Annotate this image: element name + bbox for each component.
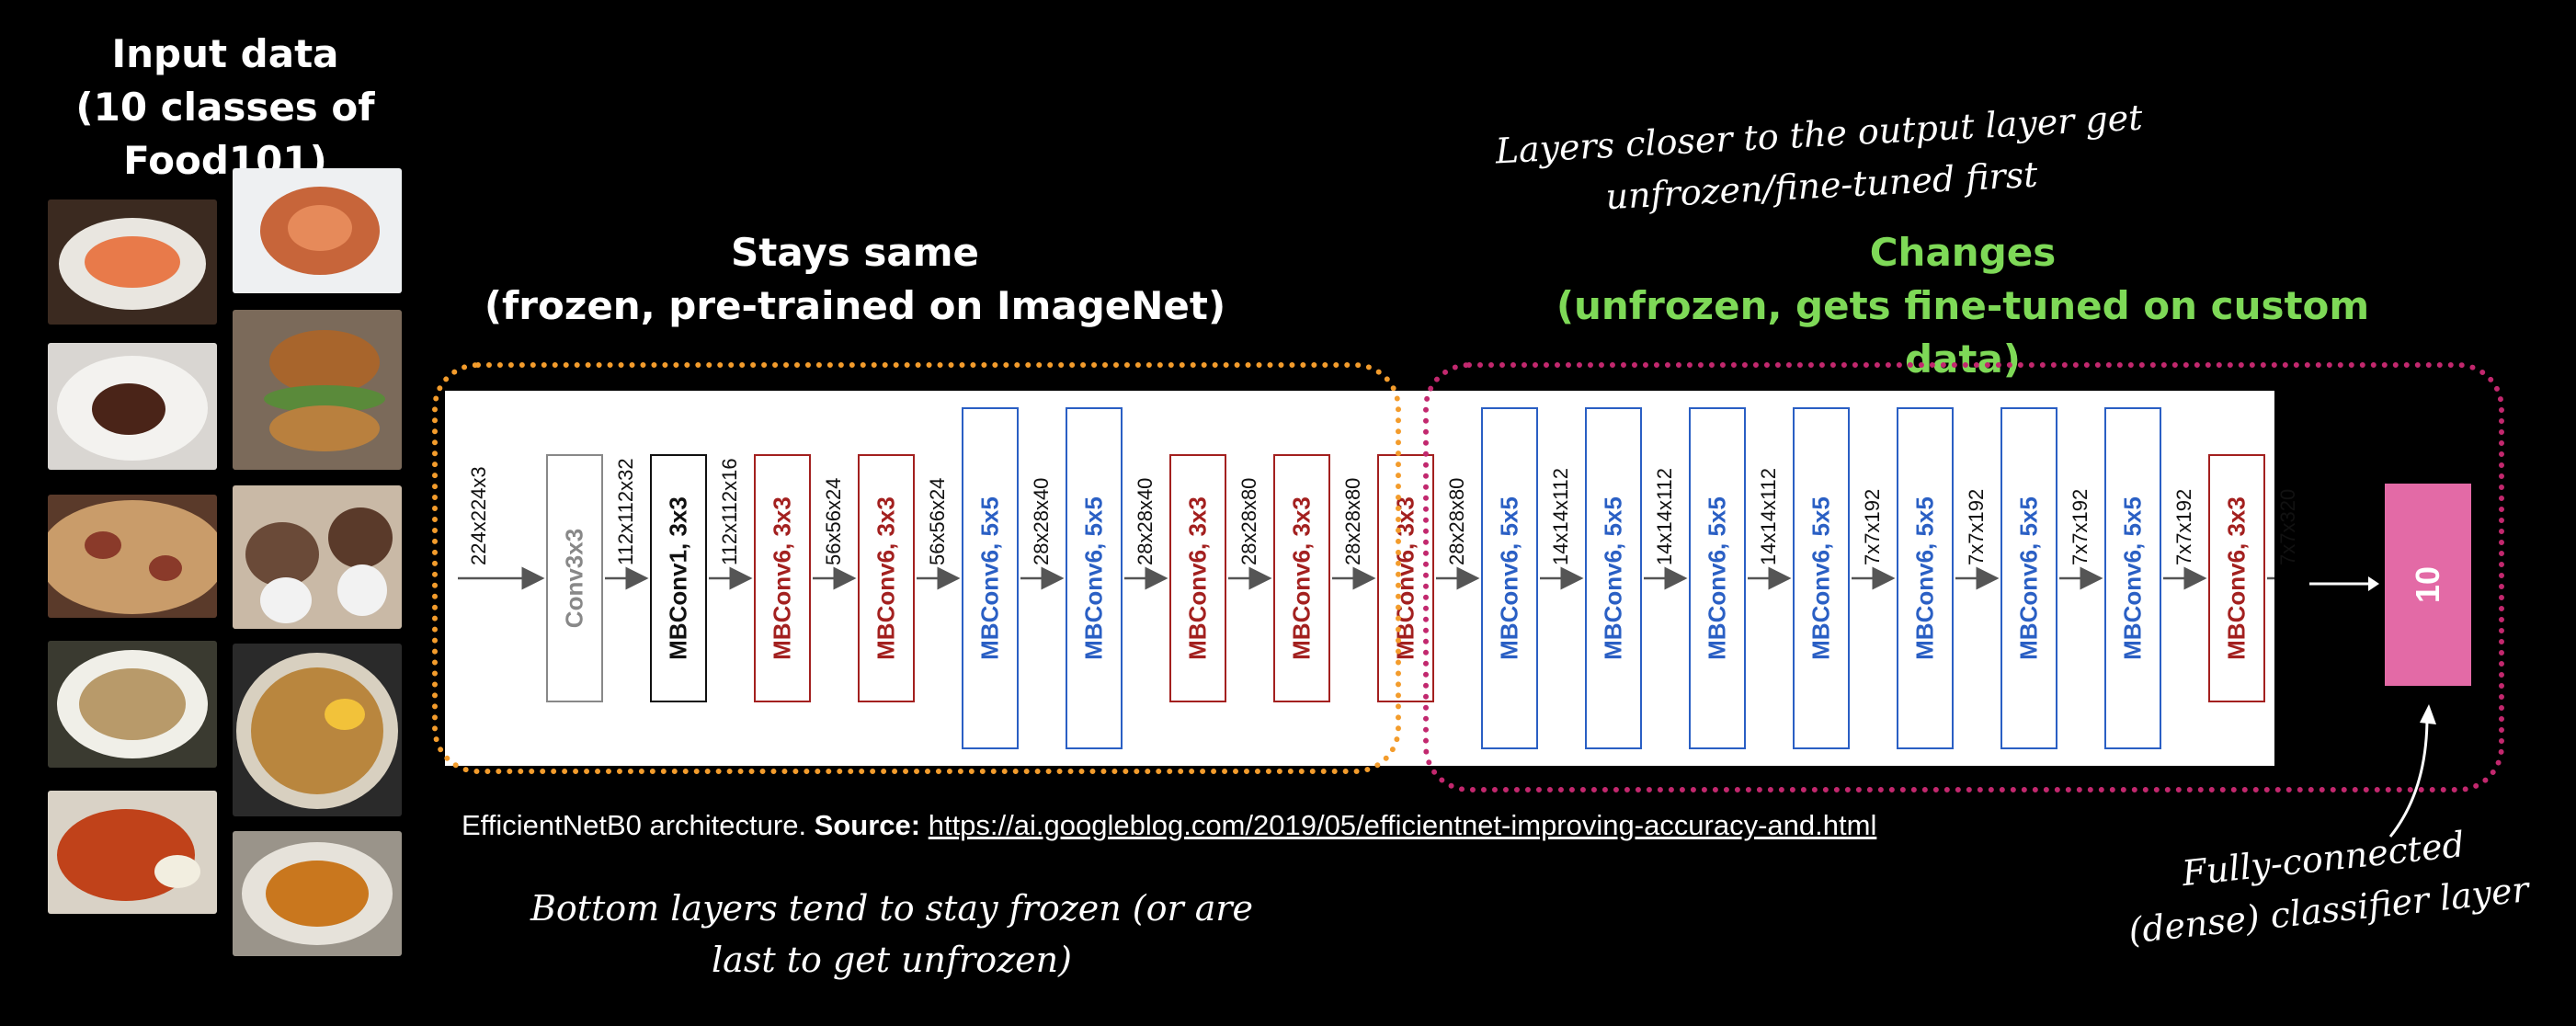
changes-section-title: Changes (unfrozen, gets fine-tuned on cu… (1499, 226, 2427, 386)
architecture-source: EfficientNetB0 architecture. Source: htt… (462, 809, 1876, 842)
network-block: MBConv6, 3x3 (2208, 454, 2265, 702)
network-block: MBConv6, 3x3 (1169, 454, 1226, 702)
network-block: MBConv6, 5x5 (1066, 407, 1123, 749)
network-block: MBConv6, 3x3 (754, 454, 811, 702)
classifier-output-units: 10 (2409, 565, 2446, 604)
classifier-layer: 10 (2385, 484, 2471, 686)
source-label: Source: (814, 809, 921, 841)
network-block: MBConv6, 5x5 (1689, 407, 1746, 749)
food-image-fried-rice (48, 641, 217, 768)
source-prefix: EfficientNetB0 architecture. (462, 809, 815, 841)
network-block: MBConv6, 3x3 (858, 454, 915, 702)
input-title-line2: (10 classes of Food101) (75, 85, 375, 183)
network-block: MBConv6, 5x5 (1793, 407, 1850, 749)
network-block: Conv3x3 (546, 454, 603, 702)
frozen-title-line2: (frozen, pre-trained on ImageNet) (484, 283, 1226, 328)
food-image-sushi (48, 200, 217, 325)
note-bottom-line1: Bottom layers tend to stay frozen (or ar… (530, 888, 1254, 929)
changes-title-line1: Changes (1869, 230, 2057, 275)
classifier-note-arrow (2388, 704, 2436, 838)
classifier-input-arrow (2309, 576, 2379, 591)
food-image-salmon (233, 168, 402, 293)
network-block: MBConv6, 5x5 (1897, 407, 1954, 749)
frozen-title-line1: Stays same (731, 230, 979, 275)
food-image-ramen (233, 644, 402, 816)
note-bottom-line2: last to get unfrozen) (712, 940, 1072, 980)
network-block: MBConv6, 5x5 (1585, 407, 1642, 749)
frozen-section-title: Stays same (frozen, pre-trained on Image… (441, 226, 1269, 333)
note-classifier-layer: Fully-connected (dense) classifier layer (2092, 809, 2560, 960)
changes-title-line2: (unfrozen, gets fine-tuned on custom dat… (1556, 283, 2370, 382)
network-block: MBConv1, 3x3 (650, 454, 707, 702)
food-image-curry (233, 831, 402, 956)
network-block: MBConv6, 3x3 (1273, 454, 1330, 702)
network-block: MBConv6, 5x5 (2000, 407, 2057, 749)
network-block: MBConv6, 5x5 (1481, 407, 1538, 749)
network-block: MBConv6, 5x5 (962, 407, 1019, 749)
frozen-layers-outline (432, 362, 1401, 774)
network-arrows (458, 566, 2274, 590)
network-block: MBConv6, 5x5 (2104, 407, 2161, 749)
input-data-title: Input data (10 classes of Food101) (0, 28, 450, 188)
source-link[interactable]: https://ai.googleblog.com/2019/05/effici… (928, 809, 1877, 841)
unfrozen-layers-outline (1423, 362, 2504, 792)
note-bottom-layers-frozen: Bottom layers tend to stay frozen (or ar… (496, 883, 1287, 986)
food-image-burger (233, 310, 402, 470)
food-image-steak (48, 343, 217, 470)
food-image-pizza (48, 495, 217, 618)
note-output-layers-first: Layers closer to the output layer get un… (1469, 90, 2172, 230)
food-image-chicken-wings (48, 791, 217, 914)
input-title-line1: Input data (111, 31, 339, 76)
food-image-ice-cream (233, 485, 402, 629)
